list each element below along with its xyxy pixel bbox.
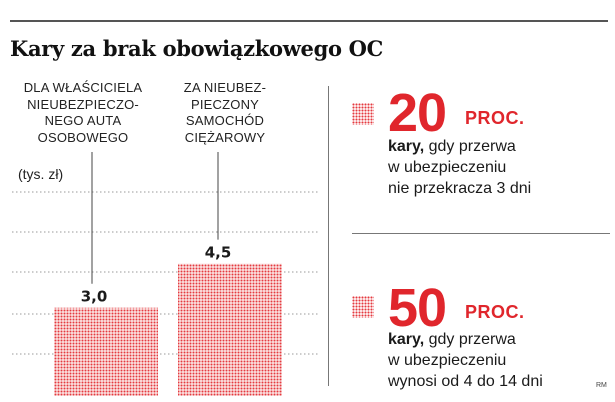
stat-desc-line3: nie przekracza 3 dni [388, 180, 532, 197]
chart-title: Kary za brak obowiązkowego OC [10, 36, 384, 61]
value-label-1: 4,5 [205, 244, 232, 262]
stat-description: kary, gdy przerwa w ubezpieczeniu wynosi… [388, 329, 615, 392]
stat-desc-line2: w ubezpieczeniu [388, 159, 507, 176]
bar-1 [178, 263, 282, 396]
stat-desc-line1: gdy przerwa [424, 331, 516, 348]
value-label-0: 3,0 [81, 288, 108, 306]
bars [54, 263, 282, 396]
top-rule [10, 20, 608, 22]
vertical-divider [328, 86, 329, 386]
leader-lines [91, 152, 219, 284]
stat-unit: PROC. [465, 302, 525, 322]
stat-unit: PROC. [465, 108, 525, 128]
stat-number: 50 [388, 278, 447, 338]
stat-desc-line3: wynosi od 4 do 14 dni [388, 373, 543, 390]
stat-description: kary, gdy przerwa w ubezpieczeniu nie pr… [388, 136, 615, 199]
category-label-passenger-car: DLA WŁAŚCICIELA NIEUBEZPIECZO- NEGO AUTA… [23, 80, 143, 145]
bar-0 [54, 307, 158, 396]
dot-square-icon [352, 103, 374, 125]
stat-bold: kary, [388, 138, 425, 155]
category-label-truck: ZA NIEUBEZ- PIECZONY SAMOCHÓD CIĘŻAROWY [183, 80, 267, 145]
bar-chart: 3,0 4,5 [12, 152, 320, 396]
stat-desc-line1: gdy przerwa [424, 138, 516, 155]
stat-bold: kary, [388, 331, 425, 348]
horizontal-divider [352, 233, 610, 234]
unit-label: (tys. zł) [18, 166, 64, 182]
credit: RM [596, 382, 607, 389]
value-labels: 3,0 4,5 [81, 244, 232, 306]
dot-square-icon [352, 296, 374, 318]
stat-desc-line2: w ubezpieczeniu [388, 352, 507, 369]
stat-number: 20 [388, 83, 447, 143]
